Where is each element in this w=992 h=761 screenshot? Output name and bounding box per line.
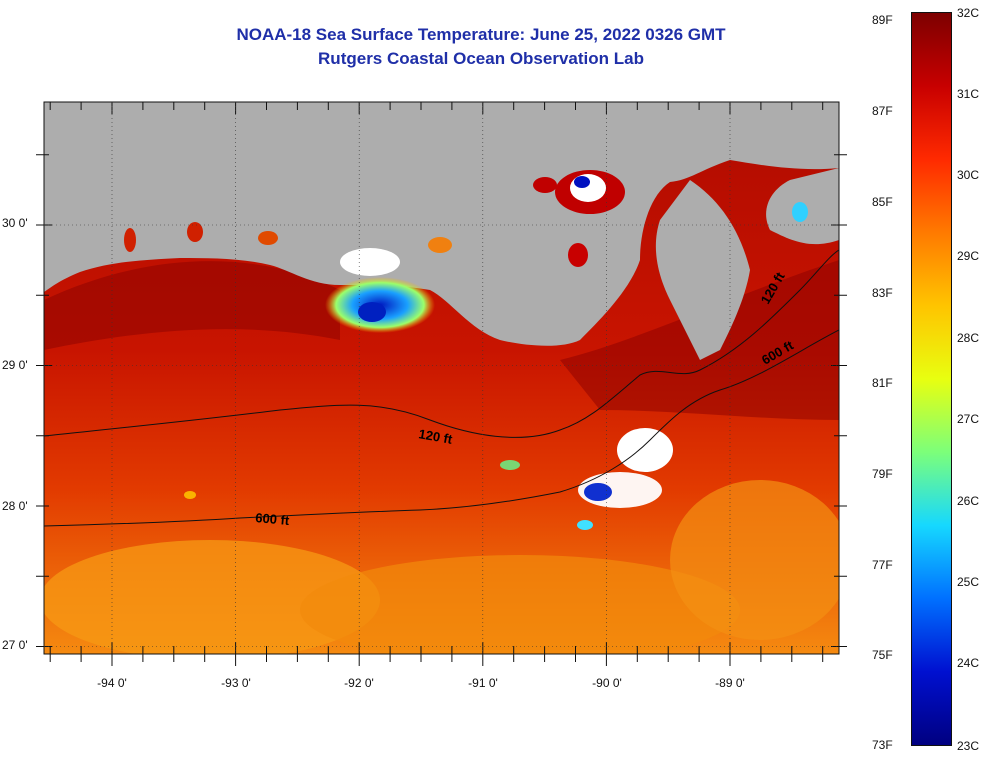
cool-lake [792,202,808,222]
colorbar-c-label: 25C [957,575,980,589]
latitude-label: 28 0' [2,499,28,513]
contour-600ft [44,329,839,527]
colorbar-c-label: 30C [957,168,980,182]
longitude-label: -90 0' [592,676,622,690]
colorbar-f-label: 83F [872,286,893,300]
mississippi-delta [655,180,750,360]
colorbar-c-label: 29C [957,249,980,263]
colorbar-c-label: 26C [957,494,980,508]
lake [124,228,136,252]
axis-ticks [36,102,847,666]
cold-patch [584,483,612,501]
colorbar-f-label: 87F [872,104,893,118]
cloud-patch [617,428,673,472]
cloud-patch [340,248,400,276]
map-subtitle: Rutgers Coastal Ocean Observation Lab [318,49,644,68]
contour-label: 120 ft [417,426,454,447]
warm-patch [44,540,380,654]
longitude-label: -91 0' [468,676,498,690]
colorbar-f-label: 73F [872,738,893,752]
latitude-label: 29 0' [2,358,28,372]
warm-patch [184,491,196,499]
map-frame [43,101,840,655]
lake [568,243,588,267]
cool-patch [577,520,593,530]
lake [258,231,278,245]
graticule [44,102,839,654]
nearshore-band [44,261,340,350]
colorbar-f-label: 79F [872,467,893,481]
colorbar-f-label: 75F [872,648,893,662]
colorbar-f-label: 89F [872,13,893,27]
cool-patch [500,460,520,470]
warm-patch [300,555,740,654]
contour-label: 600 ft [255,510,291,528]
latitude-label: 30 0' [2,216,28,230]
colorbar-c-label: 23C [957,739,980,753]
temperature-colorbar [911,12,952,746]
colorbar-c-label: 27C [957,412,980,426]
map-title: NOAA-18 Sea Surface Temperature: June 25… [236,25,726,44]
cold-patch [574,176,590,188]
lake [428,237,452,253]
colorbar-f-label: 85F [872,195,893,209]
lake [187,222,203,242]
cold-patch [358,302,386,322]
longitude-label: -93 0' [221,676,251,690]
lake [533,177,557,193]
longitude-label: -92 0' [344,676,374,690]
contour-120ft [44,249,839,438]
colorbar-c-label: 24C [957,656,980,670]
colorbar-c-label: 32C [957,6,980,20]
colorbar-c-label: 31C [957,87,980,101]
latitude-label: 27 0' [2,638,28,652]
longitude-label: -94 0' [97,676,127,690]
warm-patch [670,480,839,640]
colorbar-c-label: 28C [957,331,980,345]
land-area [44,102,839,346]
colorbar-f-label: 81F [872,376,893,390]
colorbar-f-label: 77F [872,558,893,572]
longitude-label: -89 0' [715,676,745,690]
